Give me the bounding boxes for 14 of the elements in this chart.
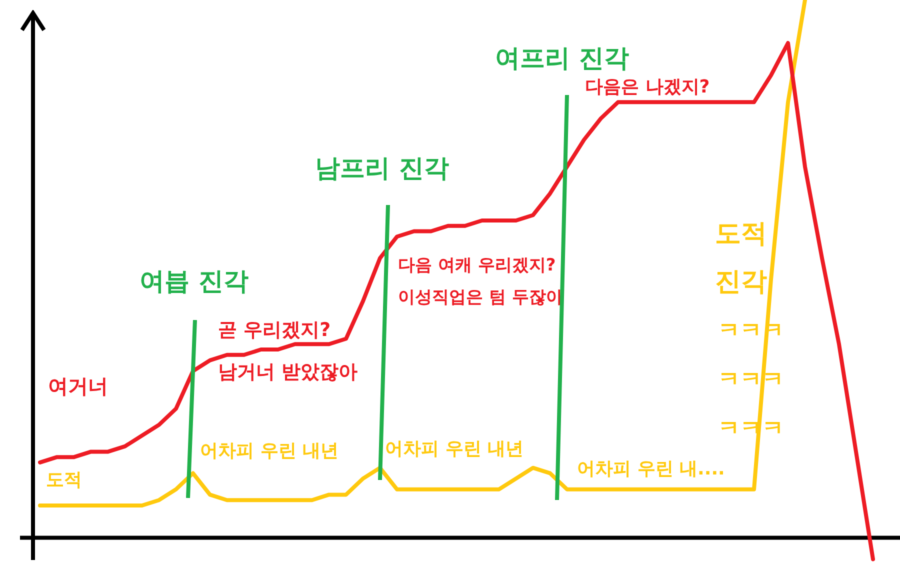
annotation: 어차피 우린 내년 bbox=[200, 440, 339, 462]
annotation: 도적 bbox=[46, 470, 82, 491]
annotation: 여프리 진각 bbox=[495, 44, 629, 72]
annotation: 곧 우리겠지? bbox=[218, 318, 331, 341]
annotation: 남거너 받았잖아 bbox=[218, 360, 358, 383]
annotation: 여거너 bbox=[48, 374, 108, 398]
annotation: 다음은 나겠지? bbox=[585, 76, 710, 98]
annotation: 여븝 진각 bbox=[140, 266, 248, 296]
annotation: 남프리 진각 bbox=[315, 154, 449, 182]
annotation: 어차피 우린 내.... bbox=[577, 458, 725, 480]
annotation: 진각 bbox=[715, 266, 767, 297]
annotation: 어차피 우린 내년 bbox=[385, 438, 524, 460]
annotation: 도적 bbox=[715, 218, 767, 249]
annotation: 다음 여캐 우리겠지? bbox=[398, 255, 556, 276]
